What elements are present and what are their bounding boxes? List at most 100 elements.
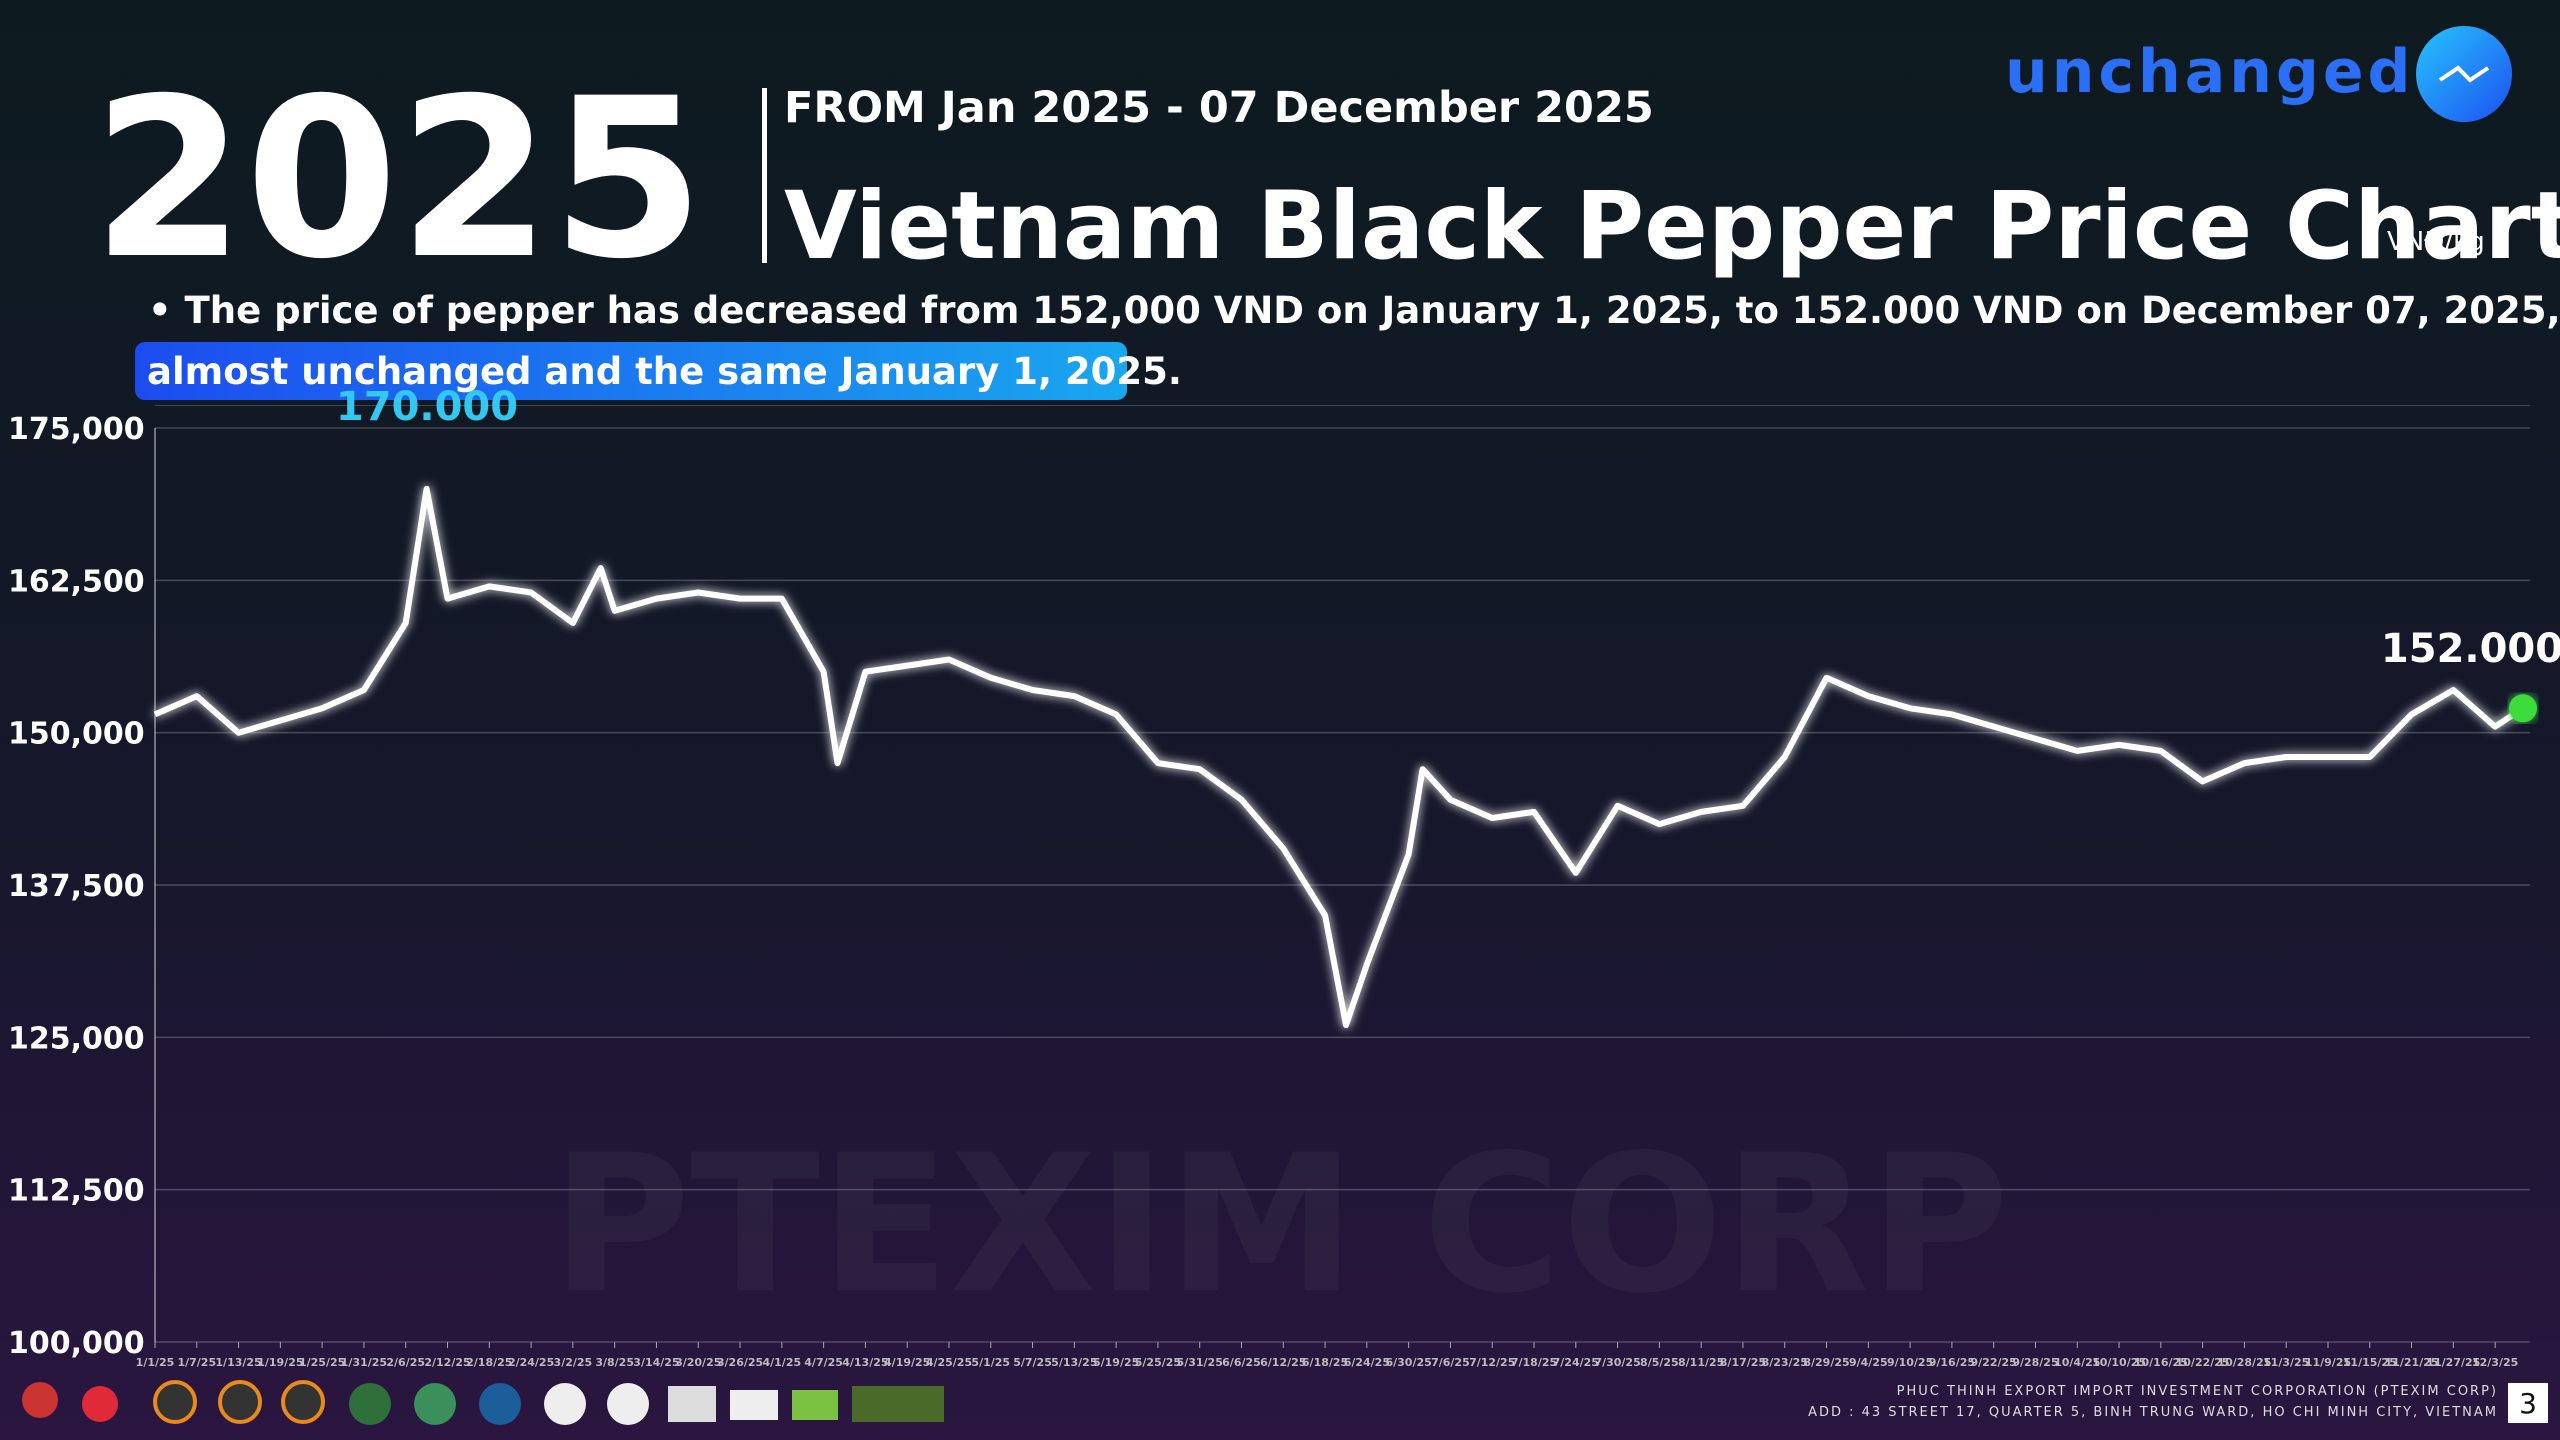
logo [414,1383,456,1425]
page-number: 3 [2519,1387,2537,1420]
x-tick-label: 9/22/25 [1971,1356,2017,1369]
watermark: PTEXIM CORP [551,1114,2009,1335]
subtitle: • The price of pepper has decreased from… [148,289,2560,332]
x-tick-label: 1/7/25 [177,1356,216,1369]
x-tick-label: 3/2/25 [554,1356,593,1369]
x-tick-label: 5/19/25 [1093,1356,1139,1369]
y-tick-label: 100,000 [8,1326,145,1361]
x-tick-label: 11/9/25 [2305,1356,2351,1369]
logo [792,1390,838,1420]
x-tick-label: 7/24/25 [1553,1356,1599,1369]
x-tick-label: 3/14/25 [633,1356,679,1369]
peak-annotation: 170.000 [336,384,518,430]
x-tick-label: 11/3/25 [2263,1356,2309,1369]
x-tick-label: 4/7/25 [804,1356,843,1369]
x-tick-label: 6/30/25 [1385,1356,1431,1369]
x-tick-label: 1/25/25 [299,1356,345,1369]
unit: VNĐ/kg [2387,227,2485,257]
x-tick-label: 6/6/25 [1222,1356,1261,1369]
logo [218,1380,262,1424]
x-tick-label: 5/7/25 [1013,1356,1052,1369]
y-tick-label: 150,000 [8,717,145,752]
period: FROM Jan 2025 - 07 December 2025 [784,83,1654,133]
x-tick-label: 2/12/25 [424,1356,470,1369]
logo [281,1380,325,1424]
x-tick-label: 1/13/25 [215,1356,261,1369]
x-tick-label: 9/10/25 [1887,1356,1933,1369]
x-tick-label: 7/18/25 [1511,1356,1557,1369]
x-tick-label: 10/28/25 [2217,1356,2271,1369]
y-tick-label: 175,000 [8,412,145,447]
x-tick-label: 6/24/25 [1344,1356,1390,1369]
x-tick-label: 4/1/25 [762,1356,801,1369]
x-tick-label: 9/28/25 [2012,1356,2058,1369]
x-tick-label: 5/25/25 [1135,1356,1181,1369]
logo [82,1386,118,1422]
x-tick-label: 6/18/25 [1302,1356,1348,1369]
x-tick-label: 8/23/25 [1762,1356,1808,1369]
end-marker [2509,694,2537,723]
logo [479,1383,521,1425]
price-line [153,485,2525,1029]
logo [153,1380,197,1424]
x-tick-label: 1/19/25 [257,1356,303,1369]
x-tick-label: 1/31/25 [341,1356,387,1369]
x-tick-label: 10/10/25 [2092,1356,2146,1369]
highlight-box [135,342,1127,400]
x-tick-label: 7/6/25 [1431,1356,1470,1369]
x-tick-label: 9/16/25 [1929,1356,1975,1369]
x-tick-label: 10/16/25 [2134,1356,2188,1369]
chart-title: Vietnam Black Pepper Price Chart [784,172,2560,281]
x-tick-label: 2/6/25 [386,1356,425,1369]
x-tick-label: 2/18/25 [466,1356,512,1369]
logo [668,1386,716,1422]
x-tick-label: 7/12/25 [1469,1356,1515,1369]
x-tick-label: 5/13/25 [1051,1356,1097,1369]
x-tick-label: 10/4/25 [2054,1356,2100,1369]
footer-address: ADD : 43 STREET 17, QUARTER 5, BINH TRUN… [1808,1405,2498,1420]
x-tick-label: 8/17/25 [1720,1356,1766,1369]
x-tick-label: 4/19/25 [884,1356,930,1369]
y-tick-label: 162,500 [8,564,145,599]
logo [22,1382,58,1418]
x-tick-label: 5/31/25 [1177,1356,1223,1369]
x-tick-label: 3/8/25 [595,1356,634,1369]
footer-company: PHUC THINH EXPORT IMPORT INVESTMENT CORP… [1897,1384,2498,1399]
year: 2025 [92,51,704,307]
badge-text: unchanged [2005,37,2415,107]
x-tick-label: 2/24/25 [508,1356,554,1369]
x-tick-label: 11/27/25 [2426,1356,2480,1369]
x-tick-label: 4/13/25 [842,1356,888,1369]
certification-logos [22,1380,944,1425]
plot-top-border [155,405,2530,406]
x-tick-label: 8/29/25 [1803,1356,1849,1369]
x-tick-label: 8/5/25 [1640,1356,1679,1369]
badge-arrow [2438,65,2490,83]
x-tick-label: 8/11/25 [1678,1356,1724,1369]
logo [349,1383,391,1425]
x-tick-label: 6/12/25 [1260,1356,1306,1369]
x-tick-label: 12/3/25 [2472,1356,2518,1369]
x-tick-label: 11/21/25 [2385,1356,2439,1369]
logo [607,1383,649,1425]
x-tick-label: 10/22/25 [2176,1356,2230,1369]
y-tick-label: 112,500 [8,1174,145,1209]
end-annotation: 152.000 [2381,626,2560,672]
logo [544,1383,586,1425]
y-tick-label: 125,000 [8,1021,145,1056]
y-tick-label: 137,500 [8,869,145,904]
divider [762,88,767,263]
x-tick-label: 11/15/25 [2343,1356,2397,1369]
logo [852,1386,944,1422]
x-tick-label: 3/20/25 [675,1356,721,1369]
page-box [2508,1383,2548,1423]
highlight: almost unchanged and the same January 1,… [147,350,1182,393]
x-tick-label: 5/1/25 [971,1356,1010,1369]
x-tick-label: 4/25/25 [926,1356,972,1369]
x-tick-label: 1/1/25 [136,1356,175,1369]
x-tick-label: 9/4/25 [1849,1356,1888,1369]
logo [730,1390,778,1420]
x-tick-label: 7/30/25 [1594,1356,1640,1369]
